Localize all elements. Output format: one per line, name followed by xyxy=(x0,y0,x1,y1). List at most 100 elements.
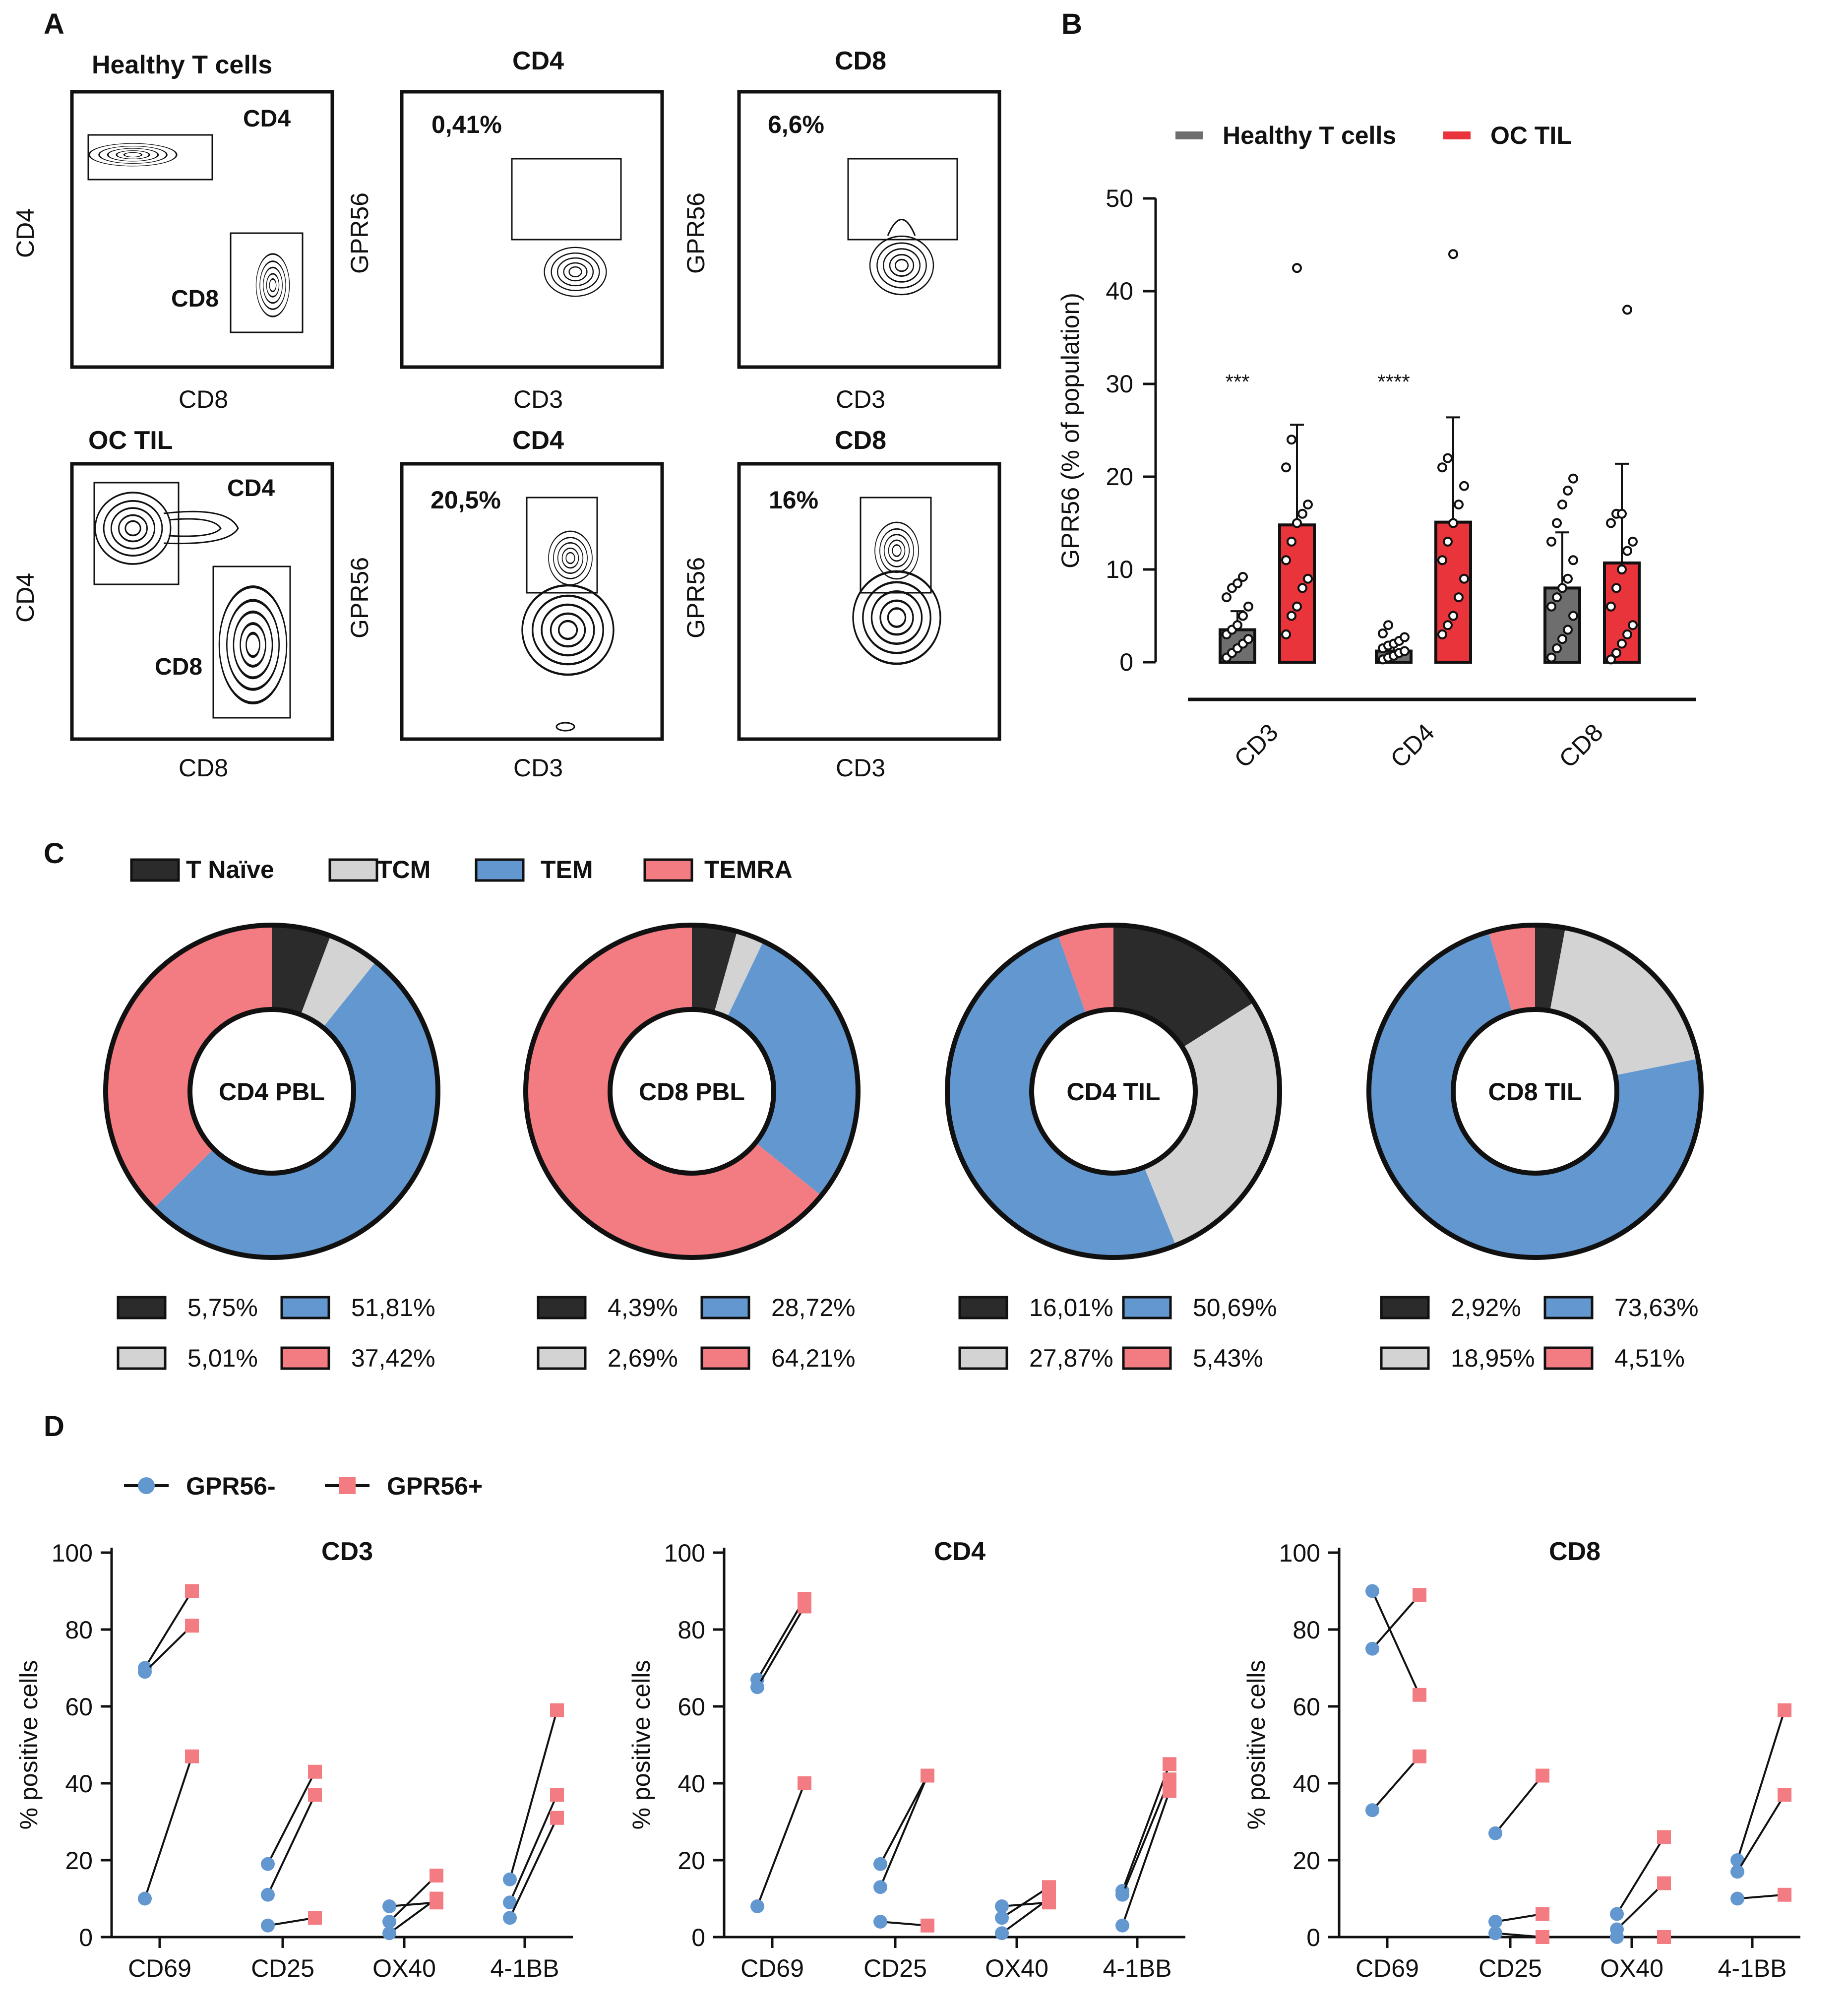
y-tick-label: 100 xyxy=(1279,1539,1320,1567)
gpr56-pos-point xyxy=(1536,1768,1549,1783)
data-point xyxy=(1437,555,1447,565)
y-tick-label: 40 xyxy=(1106,277,1133,305)
gpr56-pos-point xyxy=(1657,1830,1671,1844)
legend-swatch xyxy=(475,858,525,882)
legend-label: Healthy T cells xyxy=(1223,122,1396,149)
value-swatch xyxy=(1543,1296,1594,1319)
data-point xyxy=(1292,518,1302,528)
data-point xyxy=(1303,573,1313,584)
data-point xyxy=(1448,518,1458,528)
y-axis-title: GPR56 (% of population) xyxy=(1056,293,1084,568)
donut-slice xyxy=(301,936,376,1028)
gpr56-neg-point xyxy=(1365,1803,1379,1818)
y-tick-label: 20 xyxy=(1106,463,1133,491)
gpr56-pos-point xyxy=(1536,1930,1549,1944)
gpr56-neg-point xyxy=(1365,1641,1379,1656)
gpr56-neg-point xyxy=(382,1926,396,1941)
pair-line xyxy=(389,1901,437,1907)
data-point xyxy=(1383,620,1393,630)
x-tick-label: CD69 xyxy=(128,1954,191,1982)
x-tick-label: CD25 xyxy=(863,1954,927,1982)
gate-percent: 16% xyxy=(769,486,818,514)
plot-title: CD4 xyxy=(934,1537,986,1566)
donut-slice xyxy=(692,925,738,1013)
data-point xyxy=(1628,536,1638,547)
donut-center-label: CD8 TIL xyxy=(1488,1078,1582,1106)
data-point xyxy=(1622,546,1632,556)
data-point xyxy=(1232,578,1242,589)
y-tick-label: 20 xyxy=(678,1847,705,1875)
pair-line xyxy=(1001,1901,1049,1907)
legend-label: TCM xyxy=(377,856,431,883)
data-point xyxy=(1606,654,1616,665)
gpr56-neg-point xyxy=(138,1665,152,1679)
data-point xyxy=(1606,601,1616,612)
gpr56-pos-point xyxy=(185,1749,199,1763)
x-tick-label: OX40 xyxy=(372,1954,436,1982)
donut-slice xyxy=(272,925,331,1015)
plot-title-healthy-cd8: CD8 xyxy=(835,47,886,75)
data-point xyxy=(1611,583,1621,593)
y-tick-label: 80 xyxy=(65,1616,93,1644)
gpr56-neg-point xyxy=(1365,1584,1379,1598)
pair-line xyxy=(1737,1893,1785,1900)
data-point xyxy=(1557,634,1567,644)
gpr56-pos-point xyxy=(1413,1688,1426,1702)
data-point xyxy=(1281,629,1291,639)
donut-hole xyxy=(608,1007,776,1176)
gpr56-pos-point xyxy=(550,1788,564,1802)
y-axis-label: GPR56 xyxy=(346,192,373,274)
flow-plot-healthy-cd4cd8: CD4 CD8 CD8 CD4 xyxy=(11,90,334,413)
value-label: 73,63% xyxy=(1614,1294,1699,1321)
data-point xyxy=(1617,508,1627,519)
pair-line xyxy=(1121,1779,1170,1895)
pair-line xyxy=(1121,1790,1170,1926)
data-point xyxy=(1557,583,1567,593)
x-tick-label: 4-1BB xyxy=(1103,1954,1172,1982)
plot-title-til-cd4: CD4 xyxy=(512,426,564,455)
x-tick-label: CD69 xyxy=(740,1954,804,1982)
gpr56-neg-point xyxy=(261,1857,275,1871)
data-point xyxy=(1546,601,1556,612)
value-swatch xyxy=(537,1296,587,1319)
value-label: 16,01% xyxy=(1029,1294,1113,1321)
value-swatch xyxy=(117,1346,167,1370)
data-point xyxy=(1243,601,1253,612)
flow-plot-healthy-cd8-gpr56: 6,6% CD3 GPR56 xyxy=(682,90,1001,413)
x-axis-label: CD3 xyxy=(836,754,885,782)
gpr56-neg-point xyxy=(138,1891,152,1906)
y-tick-label: 60 xyxy=(1293,1693,1320,1721)
value-swatch xyxy=(700,1296,750,1319)
pair-line xyxy=(388,1897,437,1934)
value-swatch xyxy=(117,1296,167,1319)
row-label-oc-til: OC TIL xyxy=(88,426,173,455)
legend-label: T Naïve xyxy=(186,856,274,883)
panel-letter-b: B xyxy=(1061,8,1082,40)
gpr56-pos-point xyxy=(798,1599,811,1614)
value-label: 5,43% xyxy=(1193,1344,1263,1372)
y-axis-label: GPR56 xyxy=(682,557,710,638)
data-point xyxy=(1448,611,1458,621)
gate-label-cd4: CD4 xyxy=(227,475,275,502)
gpr56-neg-point xyxy=(503,1872,517,1886)
value-swatch xyxy=(700,1346,750,1370)
data-point xyxy=(1611,648,1621,658)
pair-line xyxy=(879,1775,928,1888)
plot-title-healthy-cd4: CD4 xyxy=(512,47,564,75)
y-axis-title: % positive cells xyxy=(15,1660,43,1830)
gpr56-neg-point xyxy=(873,1915,887,1929)
data-point xyxy=(1563,486,1573,496)
data-point xyxy=(1568,555,1578,565)
panel-letter-c: C xyxy=(44,837,64,870)
legend-swatch xyxy=(643,858,693,882)
gpr56-pos-point xyxy=(550,1811,564,1825)
data-point xyxy=(1568,611,1578,621)
x-axis-label: CD8 xyxy=(179,385,228,413)
data-point xyxy=(1454,500,1464,510)
legend-marker xyxy=(339,1477,356,1494)
donut-slice xyxy=(1369,932,1701,1257)
x-tick-label: CD25 xyxy=(1478,1954,1542,1982)
pair-line xyxy=(1495,1913,1543,1923)
pair-line xyxy=(1371,1594,1420,1650)
data-point xyxy=(1297,508,1307,519)
